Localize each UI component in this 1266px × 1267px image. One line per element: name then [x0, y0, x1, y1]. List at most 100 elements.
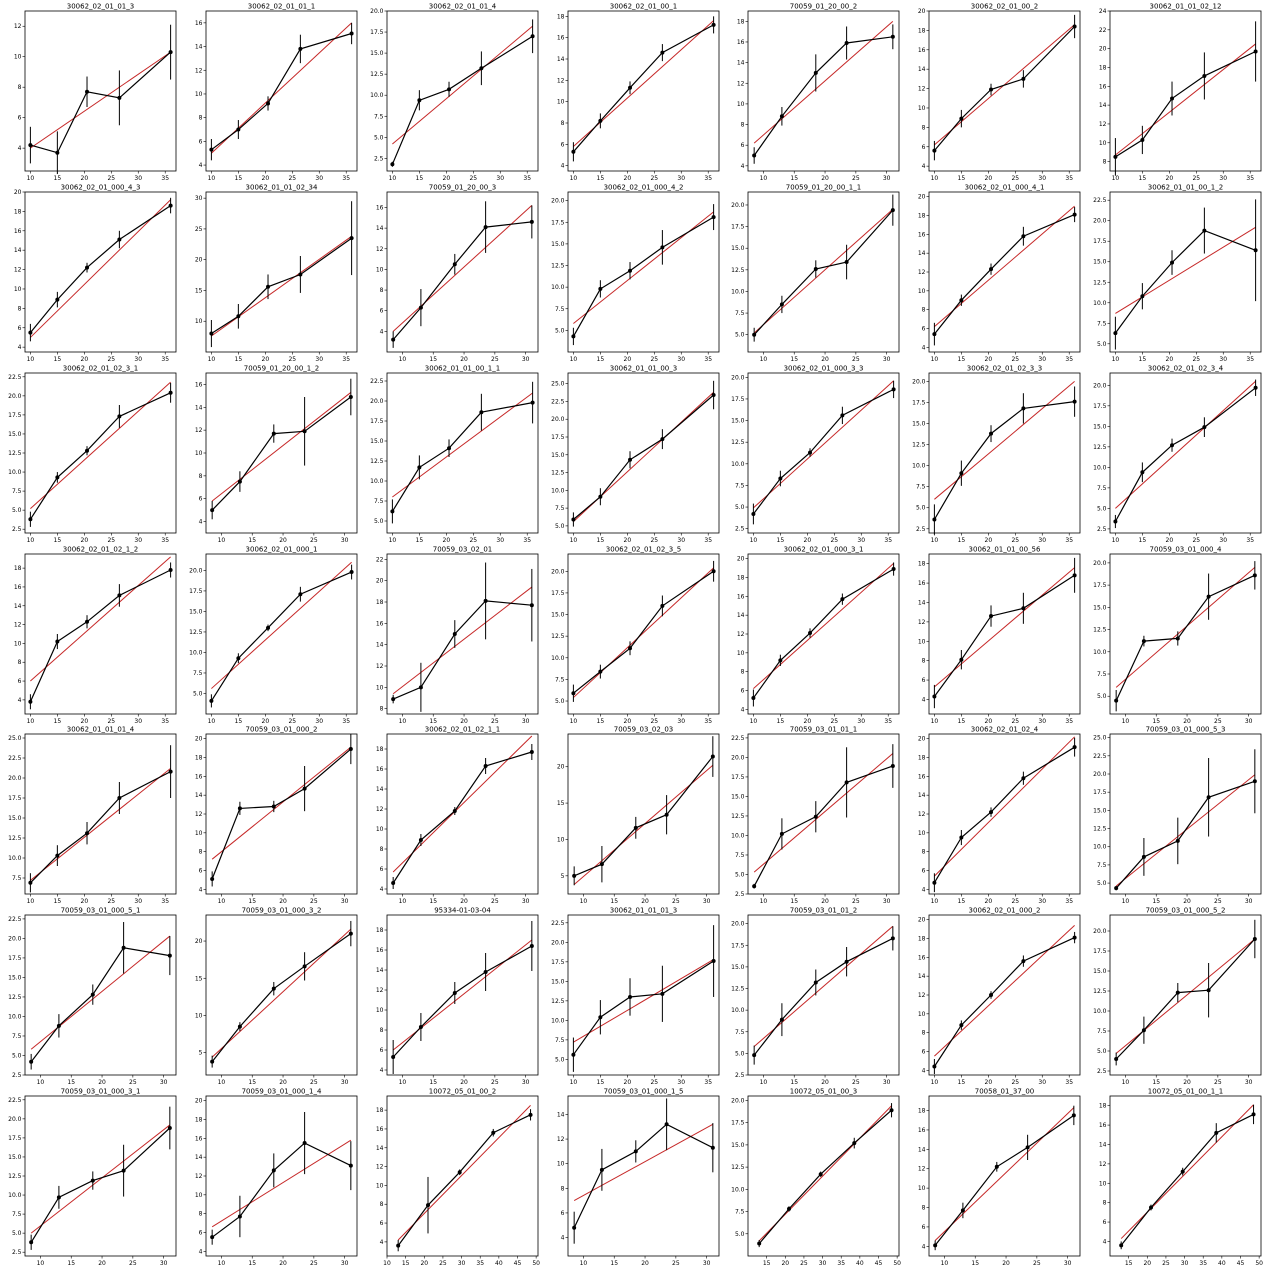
y-tick-label: 18 — [918, 27, 926, 34]
fit-line — [1120, 1104, 1254, 1239]
x-tick-label: 15 — [971, 1260, 979, 1267]
data-point — [664, 1122, 669, 1127]
x-tick-label: 15 — [958, 175, 966, 182]
x-tick-label: 10 — [27, 175, 35, 182]
data-point — [959, 657, 964, 662]
subplot-title: 30062_02_01_01_4 — [429, 3, 497, 11]
plot-frame — [567, 733, 720, 895]
data-point — [391, 697, 396, 702]
x-tick-label: 20 — [1143, 1260, 1151, 1267]
subplot: 70059_03_02_01 10 15 20 25 30 8 10 12 14 16 18 20 22 — [376, 546, 539, 725]
x-tick-label: 15 — [416, 537, 424, 544]
subplot-title: 30062_02_01_01_1 — [248, 3, 315, 11]
x-tick-label: 10 — [399, 898, 407, 905]
subplot-title: 70059_01_20_00_1_1 — [786, 184, 861, 192]
data-point — [571, 149, 576, 154]
subplot-title: 10072_05_01_00_3 — [790, 1088, 857, 1096]
y-tick-label: 12 — [918, 619, 926, 626]
x-tick-label: 10 — [1112, 537, 1120, 544]
y-tick-label: 22.5 — [370, 378, 384, 385]
x-tick-label: 10 — [931, 1079, 939, 1086]
data-point — [528, 1112, 533, 1117]
x-tick-label: 50 — [1255, 1260, 1263, 1267]
y-tick-label: 18 — [1099, 64, 1107, 71]
y-tick-label: 10.0 — [189, 649, 203, 656]
data-point — [529, 750, 534, 754]
y-tick-label: 10.0 — [551, 1017, 565, 1024]
y-tick-label: 10.0 — [731, 1186, 745, 1193]
x-tick-label: 15 — [235, 356, 243, 363]
data-point — [660, 245, 665, 250]
subplot-title: 30062_01_01_00_56 — [969, 546, 1041, 554]
y-tick-label: 10.0 — [8, 855, 22, 862]
y-tick-label: 8 — [380, 706, 384, 713]
data-line — [211, 748, 352, 880]
subplot: 30062_02_01_01_1 10 15 20 25 30 35 4 6 8 10 12 14 16 — [195, 3, 358, 182]
y-tick-label: 16 — [195, 20, 203, 27]
fit-line — [753, 753, 894, 873]
data-point — [571, 1052, 576, 1057]
x-tick-label: 25 — [491, 898, 499, 905]
subplot: 70059_03_01_000_4 10 15 20 25 30 5.0 7.5 10.0 12.… — [1093, 546, 1262, 725]
y-tick-label: 20.0 — [731, 754, 745, 761]
plot-frame — [567, 553, 720, 715]
data-point — [1113, 519, 1118, 524]
data-point — [1072, 212, 1077, 217]
y-tick-label: 4 — [18, 145, 22, 152]
plot-frame — [1109, 191, 1262, 353]
subplot: 30062_01_01_00_1_2 10 15 20 25 30 35 5.0 7.5 10.0… — [1093, 184, 1262, 363]
data-point — [483, 970, 488, 974]
x-tick-label: 10 — [1122, 898, 1130, 905]
data-line — [573, 1123, 714, 1228]
y-tick-label: 10 — [557, 99, 565, 106]
data-point — [418, 685, 423, 690]
fit-line — [573, 211, 714, 324]
y-tick-label: 12.5 — [731, 813, 745, 820]
x-tick-label: 25 — [310, 1260, 318, 1267]
y-tick-label: 17.5 — [1093, 403, 1107, 410]
y-tick-label: 22 — [376, 556, 384, 563]
y-tick-label: 5.0 — [1097, 505, 1107, 512]
x-tick-label: 10 — [760, 898, 768, 905]
x-tick-label: 30 — [677, 718, 685, 725]
y-tick-label: 4 — [922, 886, 926, 893]
y-tick-label: 5.0 — [735, 332, 745, 339]
x-tick-label: 30 — [134, 175, 142, 182]
data-point — [1253, 248, 1258, 253]
y-tick-label: 8 — [922, 1205, 926, 1212]
data-point — [1114, 886, 1119, 891]
y-tick-label: 8 — [922, 124, 926, 131]
data-point — [298, 592, 303, 597]
data-point — [752, 332, 757, 337]
x-tick-label: 20 — [1166, 175, 1174, 182]
fit-line — [30, 51, 171, 149]
y-tick-label: 14 — [195, 1154, 203, 1161]
y-tick-label: 17.5 — [370, 29, 384, 36]
x-tick-label: 35 — [161, 537, 169, 544]
x-tick-label: 15 — [235, 175, 243, 182]
subplot-title: 70059_03_02_01 — [433, 546, 493, 554]
y-tick-label: 15.0 — [370, 50, 384, 57]
data-point — [271, 1168, 276, 1173]
data-point — [844, 260, 849, 265]
data-point — [56, 1023, 61, 1028]
x-tick-label: 10 — [1122, 1079, 1130, 1086]
subplot: 70059_03_01_000_1_5 10 15 20 25 30 4 6 8 10 12 14 — [557, 1088, 720, 1267]
x-tick-label: 45 — [514, 1260, 522, 1267]
data-point — [452, 262, 457, 267]
data-point — [1253, 49, 1258, 54]
y-tick-label: 7.5 — [735, 1029, 745, 1036]
plot-frame — [928, 553, 1081, 715]
plot-frame — [24, 553, 177, 715]
data-point — [529, 603, 534, 608]
data-point — [1021, 406, 1026, 411]
data-point — [55, 475, 60, 480]
data-point — [209, 331, 214, 336]
y-tick-label: 22.5 — [8, 374, 22, 381]
fit-line — [1115, 938, 1256, 1054]
data-point — [752, 1053, 757, 1058]
y-tick-label: 17.5 — [8, 795, 22, 802]
x-tick-label: 25 — [1011, 718, 1019, 725]
y-tick-label: 2.5 — [735, 526, 745, 533]
y-tick-label: 8 — [199, 1211, 203, 1218]
